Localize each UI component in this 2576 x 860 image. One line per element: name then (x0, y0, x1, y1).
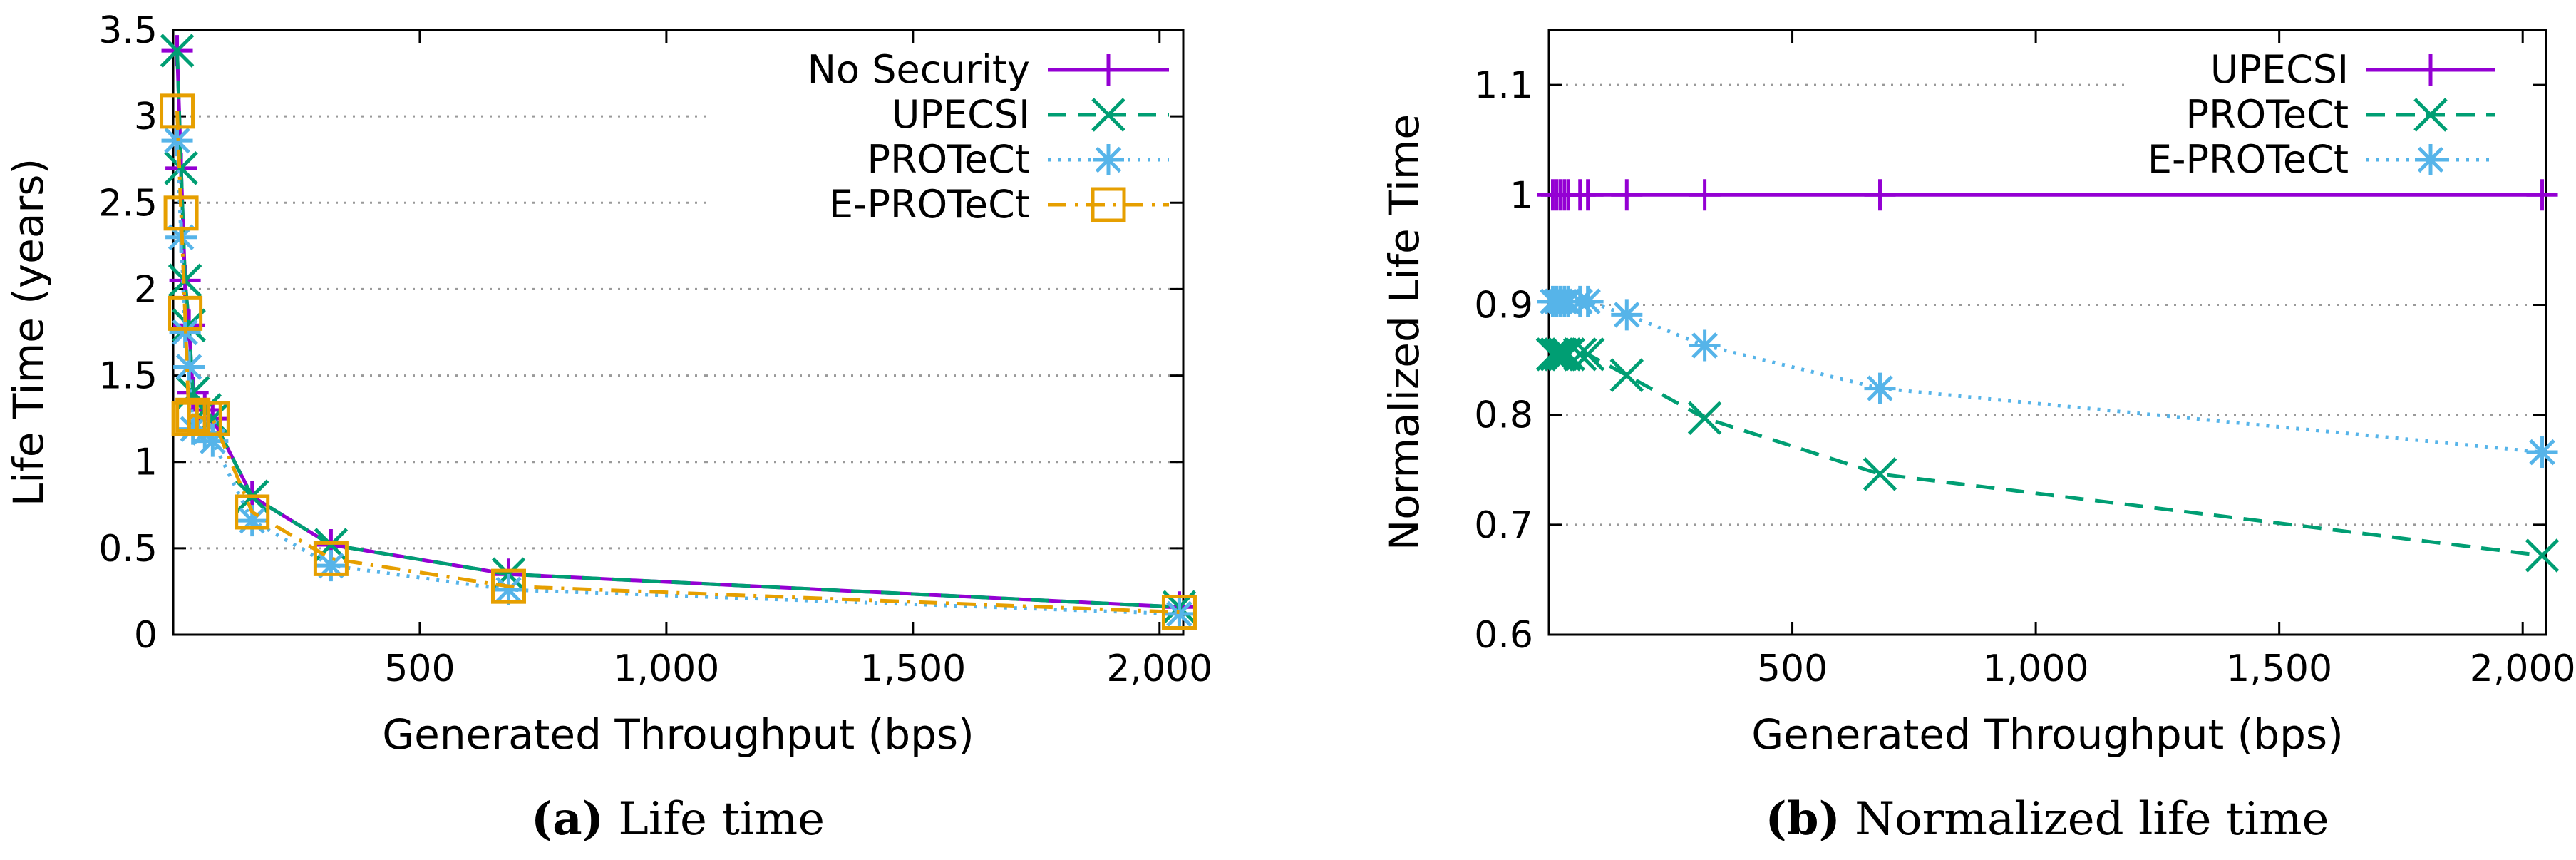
data-point (163, 195, 199, 231)
y-tick-label: 0.6 (1474, 614, 1533, 657)
data-point (1863, 457, 1897, 491)
data-point (1562, 337, 1597, 372)
data-point (1161, 595, 1197, 630)
data-point (164, 151, 198, 185)
data-point (1611, 179, 1643, 211)
y-tick-label: 1 (1510, 174, 1533, 217)
series-line (1552, 352, 2542, 558)
y-tick-label: 0.7 (1474, 504, 1533, 547)
legend-marker (1091, 187, 1126, 222)
data-point (1611, 299, 1643, 331)
y-axis-title: Life Time (years) (4, 158, 53, 506)
data-point (1572, 179, 1604, 211)
caption-text: Life time (604, 793, 825, 846)
x-tick-label: 2,000 (2470, 647, 2576, 690)
legend-marker (1091, 98, 1125, 132)
y-tick-label: 2.5 (98, 182, 158, 225)
legend-label: E-PROTeCt (2148, 137, 2349, 182)
y-tick-label: 0.8 (1474, 394, 1533, 437)
y-tick-label: 1.1 (1474, 64, 1533, 107)
series-no-security (161, 35, 1195, 623)
x-tick-label: 500 (384, 647, 455, 690)
caption-label: (a) (531, 792, 604, 846)
y-axis-title: Normalized Life Time (1380, 114, 1428, 551)
x-tick-label: 1,500 (860, 647, 966, 690)
y-tick-label: 1.5 (98, 355, 158, 398)
y-tick-label: 3 (134, 96, 158, 138)
data-point (1535, 337, 1570, 372)
data-point (493, 574, 525, 606)
x-tick-label: 500 (1757, 647, 1828, 690)
legend-label: No Security (808, 47, 1030, 92)
legend-marker (2415, 54, 2446, 86)
data-point (1687, 401, 1722, 436)
data-point (160, 34, 195, 68)
series-protect (1535, 337, 2560, 573)
data-point (1163, 598, 1195, 630)
data-point (236, 505, 268, 537)
y-tick-label: 3.5 (98, 9, 158, 52)
data-point (175, 397, 211, 433)
legend-label: PROTeCt (2186, 92, 2349, 137)
data-point (313, 541, 349, 576)
legend-marker (2413, 98, 2448, 132)
x-tick-label: 1,000 (613, 647, 719, 690)
figure-caption: (a) Life time (531, 792, 825, 846)
data-point (168, 295, 203, 331)
data-point (1572, 285, 1604, 317)
data-point (315, 550, 347, 582)
data-point (1689, 329, 1721, 362)
y-tick-label: 1 (134, 441, 158, 484)
series-line (1552, 300, 2542, 454)
legend-label: PROTeCt (867, 137, 1031, 182)
data-point (1864, 179, 1896, 211)
data-point (177, 413, 209, 445)
x-tick-label: 2,000 (1106, 647, 1212, 690)
plot-frame (1547, 29, 2547, 636)
x-tick-label: 1,000 (1983, 647, 2089, 690)
data-point (1570, 337, 1605, 372)
legend-marker (1093, 54, 1124, 86)
data-point (2526, 436, 2558, 469)
legend-label: UPECSI (2210, 47, 2349, 92)
y-tick-label: 2 (134, 268, 158, 311)
chart-panel-b: 0.6 0.7 0.8 0.9 1 1.1 500 1,000 1,500 2,000 Genera… (1380, 29, 2576, 846)
data-point (1864, 372, 1896, 404)
data-point (1609, 358, 1644, 392)
series-upecsi (1537, 179, 2558, 211)
series-e-protect (1537, 285, 2558, 469)
legend-marker (1093, 144, 1124, 175)
data-point (173, 351, 205, 383)
data-point (2525, 538, 2560, 573)
data-point (195, 401, 230, 436)
series-e-protect (160, 93, 1197, 630)
data-point (197, 425, 229, 457)
data-point (235, 494, 270, 530)
caption-label: (b) (1765, 792, 1840, 846)
y-tick-label: 0.5 (98, 528, 158, 570)
figure-caption: (b) Normalized life time (1765, 792, 2329, 846)
data-point (2526, 179, 2558, 211)
legend-label: UPECSI (892, 92, 1030, 137)
legend-label: E-PROTeCt (829, 182, 1030, 227)
data-point (490, 568, 526, 604)
y-tick-label: 0 (134, 614, 158, 657)
caption-text: Normalized life time (1840, 793, 2329, 846)
data-point (160, 93, 195, 129)
x-axis-title: Generated Throughput (bps) (1751, 710, 2344, 759)
x-axis-title: Generated Throughput (bps) (382, 710, 974, 759)
legend-marker (2415, 144, 2446, 175)
data-point (1689, 179, 1721, 211)
y-tick-label: 0.9 (1474, 284, 1533, 327)
chart-panel-a: 0 0.5 1 1.5 2 2.5 3 3.5 500 1,000 1,500 2,000 Genera… (4, 9, 1212, 846)
x-tick-label: 1,500 (2226, 647, 2332, 690)
